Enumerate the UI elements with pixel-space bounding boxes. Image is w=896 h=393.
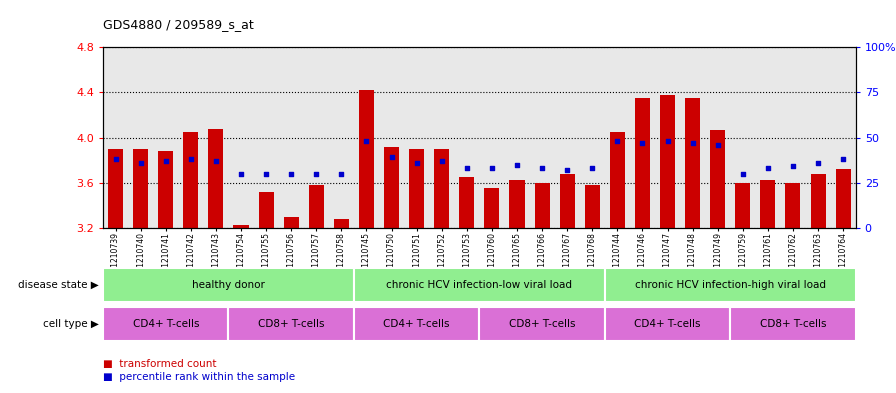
Bar xyxy=(228,307,354,341)
Bar xyxy=(560,174,574,228)
Point xyxy=(761,165,775,171)
Point xyxy=(359,138,374,144)
Bar xyxy=(836,169,850,228)
Text: CD4+ T-cells: CD4+ T-cells xyxy=(383,319,450,329)
Point xyxy=(334,171,349,177)
Point xyxy=(284,171,298,177)
Bar xyxy=(334,219,349,228)
Bar xyxy=(479,307,605,341)
Text: ■  percentile rank within the sample: ■ percentile rank within the sample xyxy=(103,372,295,382)
Point xyxy=(585,165,599,171)
Point xyxy=(384,154,399,161)
Point xyxy=(159,158,173,164)
Bar xyxy=(284,217,298,228)
Point xyxy=(736,171,750,177)
Bar xyxy=(605,307,730,341)
Point xyxy=(184,156,198,162)
Point xyxy=(209,158,223,164)
Bar xyxy=(736,183,750,228)
Bar xyxy=(209,129,223,228)
Bar xyxy=(384,147,399,228)
Point xyxy=(811,160,825,166)
Text: healthy donor: healthy donor xyxy=(192,280,265,290)
Point xyxy=(435,158,449,164)
Bar xyxy=(460,177,474,228)
Bar xyxy=(309,185,323,228)
Bar xyxy=(354,307,479,341)
Bar xyxy=(786,183,800,228)
Text: CD8+ T-cells: CD8+ T-cells xyxy=(760,319,826,329)
Bar xyxy=(159,151,173,228)
Point xyxy=(409,160,424,166)
Bar xyxy=(535,183,549,228)
Point xyxy=(309,171,323,177)
Bar xyxy=(359,90,374,228)
Text: chronic HCV infection-high viral load: chronic HCV infection-high viral load xyxy=(634,280,826,290)
Bar xyxy=(103,268,354,302)
Point xyxy=(610,138,625,144)
Point xyxy=(460,165,474,171)
Bar xyxy=(711,130,725,228)
Bar xyxy=(354,268,605,302)
Bar xyxy=(435,149,449,228)
Point xyxy=(786,163,800,170)
Point xyxy=(234,171,248,177)
Point xyxy=(108,156,123,162)
Point xyxy=(836,156,850,162)
Bar xyxy=(660,95,675,228)
Point xyxy=(510,162,524,168)
Text: CD8+ T-cells: CD8+ T-cells xyxy=(258,319,324,329)
Point xyxy=(259,171,273,177)
Bar xyxy=(730,307,856,341)
Text: disease state ▶: disease state ▶ xyxy=(18,280,99,290)
Point xyxy=(535,165,549,171)
Bar xyxy=(605,268,856,302)
Bar xyxy=(103,307,228,341)
Bar xyxy=(409,149,424,228)
Text: CD4+ T-cells: CD4+ T-cells xyxy=(133,319,199,329)
Bar xyxy=(685,98,700,228)
Point xyxy=(134,160,148,166)
Text: CD8+ T-cells: CD8+ T-cells xyxy=(509,319,575,329)
Point xyxy=(711,141,725,148)
Bar xyxy=(510,180,524,228)
Bar xyxy=(108,149,123,228)
Bar xyxy=(134,149,148,228)
Point xyxy=(660,138,675,144)
Text: ■  transformed count: ■ transformed count xyxy=(103,358,217,369)
Bar xyxy=(811,174,825,228)
Point xyxy=(485,165,499,171)
Text: GDS4880 / 209589_s_at: GDS4880 / 209589_s_at xyxy=(103,18,254,31)
Bar xyxy=(610,132,625,228)
Text: chronic HCV infection-low viral load: chronic HCV infection-low viral load xyxy=(386,280,573,290)
Point xyxy=(685,140,700,146)
Point xyxy=(635,140,650,146)
Bar xyxy=(635,98,650,228)
Text: CD4+ T-cells: CD4+ T-cells xyxy=(634,319,701,329)
Bar xyxy=(761,180,775,228)
Bar xyxy=(585,185,599,228)
Bar xyxy=(485,188,499,228)
Bar xyxy=(184,132,198,228)
Bar xyxy=(234,224,248,228)
Text: cell type ▶: cell type ▶ xyxy=(43,319,99,329)
Bar xyxy=(259,192,273,228)
Point xyxy=(560,167,574,173)
